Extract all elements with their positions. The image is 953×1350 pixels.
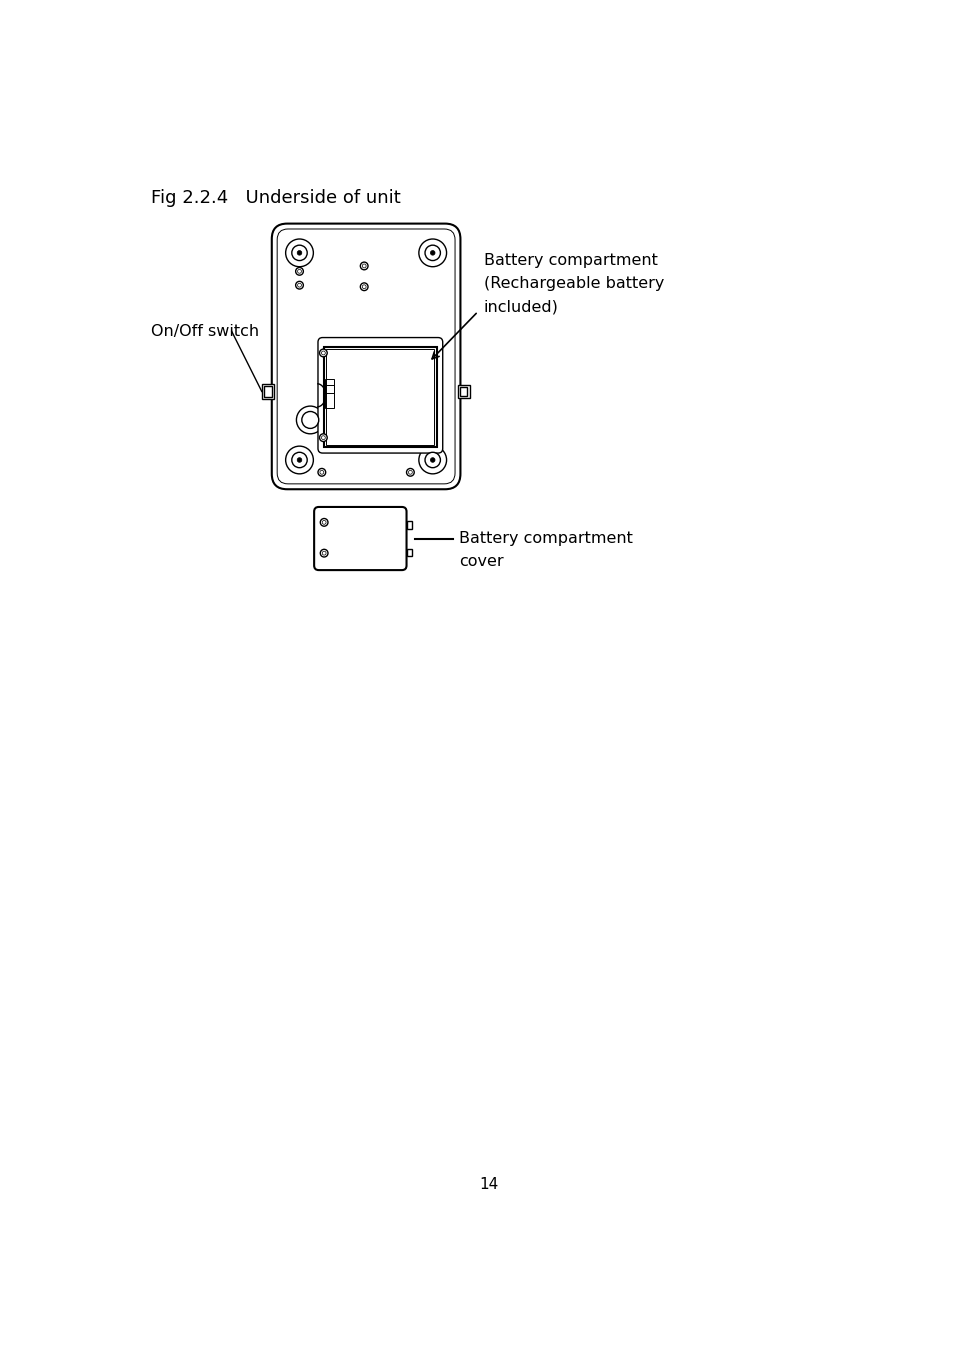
Bar bbox=[460, 387, 467, 396]
Circle shape bbox=[295, 267, 303, 275]
Circle shape bbox=[430, 251, 435, 255]
Circle shape bbox=[362, 265, 366, 267]
Circle shape bbox=[297, 270, 301, 273]
Circle shape bbox=[418, 239, 446, 267]
Circle shape bbox=[292, 452, 307, 467]
Text: On/Off switch: On/Off switch bbox=[151, 324, 259, 339]
Circle shape bbox=[285, 239, 313, 267]
Circle shape bbox=[317, 468, 325, 477]
Circle shape bbox=[319, 470, 323, 474]
Circle shape bbox=[295, 281, 303, 289]
Circle shape bbox=[425, 452, 440, 467]
Bar bbox=[325, 379, 334, 393]
Circle shape bbox=[322, 521, 326, 524]
Bar bbox=[406, 521, 412, 528]
Bar bbox=[457, 385, 469, 398]
Circle shape bbox=[360, 284, 368, 290]
Circle shape bbox=[360, 262, 368, 270]
Circle shape bbox=[406, 468, 414, 477]
Bar bbox=[264, 386, 272, 397]
Circle shape bbox=[319, 433, 327, 441]
Circle shape bbox=[322, 551, 326, 555]
Bar bbox=[326, 350, 434, 444]
Circle shape bbox=[301, 412, 318, 428]
Circle shape bbox=[408, 470, 412, 474]
Circle shape bbox=[285, 446, 313, 474]
Circle shape bbox=[319, 350, 327, 356]
FancyBboxPatch shape bbox=[314, 508, 406, 570]
Circle shape bbox=[321, 351, 325, 355]
FancyBboxPatch shape bbox=[317, 338, 442, 454]
Bar bbox=[406, 548, 412, 556]
Circle shape bbox=[292, 246, 307, 261]
Circle shape bbox=[297, 251, 301, 255]
Circle shape bbox=[320, 549, 328, 558]
Circle shape bbox=[418, 446, 446, 474]
Circle shape bbox=[320, 518, 328, 526]
Circle shape bbox=[297, 458, 301, 462]
Circle shape bbox=[362, 285, 366, 289]
Text: Battery compartment
cover: Battery compartment cover bbox=[458, 531, 632, 570]
Circle shape bbox=[430, 458, 435, 462]
Text: Battery compartment
(Rechargeable battery
included): Battery compartment (Rechargeable batter… bbox=[483, 252, 663, 315]
Circle shape bbox=[296, 406, 324, 433]
FancyBboxPatch shape bbox=[272, 224, 460, 489]
Text: Fig 2.2.4   Underside of unit: Fig 2.2.4 Underside of unit bbox=[151, 189, 400, 207]
Bar bbox=[324, 347, 436, 447]
Bar bbox=[325, 385, 334, 409]
Circle shape bbox=[321, 436, 325, 440]
Circle shape bbox=[425, 246, 440, 261]
Text: 14: 14 bbox=[478, 1177, 498, 1192]
Bar bbox=[261, 383, 274, 400]
Circle shape bbox=[297, 284, 301, 288]
